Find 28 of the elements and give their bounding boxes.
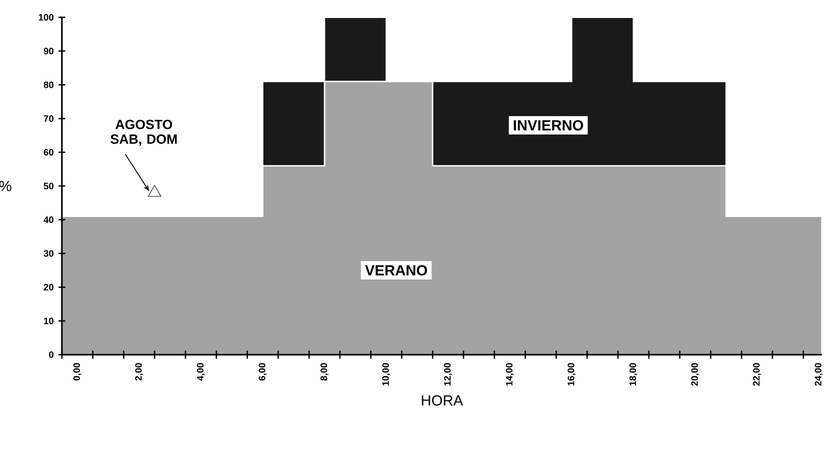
- x-tick-label: 24,00: [814, 363, 823, 386]
- x-tick-label: 6,00: [258, 363, 267, 381]
- x-tick-label: 8,00: [320, 363, 328, 381]
- y-tick-label: 20: [44, 284, 54, 291]
- x-tick-label: 4,00: [196, 363, 205, 381]
- series-label: VERANO: [365, 265, 428, 276]
- y-tick-label: 80: [44, 82, 54, 88]
- y-tick-label: 30: [44, 250, 54, 257]
- x-tick-label: 2,00: [135, 363, 144, 381]
- series-label: INVIERNO: [514, 120, 584, 131]
- y-tick-label: 50: [44, 182, 54, 190]
- x-tick-label: 0,00: [73, 363, 82, 381]
- x-tick-label: 10,00: [382, 363, 390, 386]
- y-tick-label: 100: [38, 14, 54, 21]
- y-tick-label: 90: [44, 48, 54, 55]
- x-tick-label: 18,00: [629, 363, 638, 386]
- annotation: AGOSTO SAB, DOM: [110, 120, 177, 146]
- y-tick-label: 70: [44, 115, 54, 122]
- x-tick-label: 22,00: [753, 363, 761, 386]
- x-tick-label: 16,00: [568, 363, 576, 386]
- y-tick-label: 0: [49, 352, 54, 358]
- x-tick-label: 14,00: [506, 363, 514, 386]
- y-tick-label: 10: [44, 318, 54, 324]
- y-tick-label: 60: [44, 149, 54, 156]
- x-tick-label: 20,00: [691, 363, 700, 386]
- y-tick-label: 40: [44, 216, 54, 224]
- x-axis-title: HORA: [422, 395, 464, 406]
- x-tick-label: 12,00: [444, 363, 452, 386]
